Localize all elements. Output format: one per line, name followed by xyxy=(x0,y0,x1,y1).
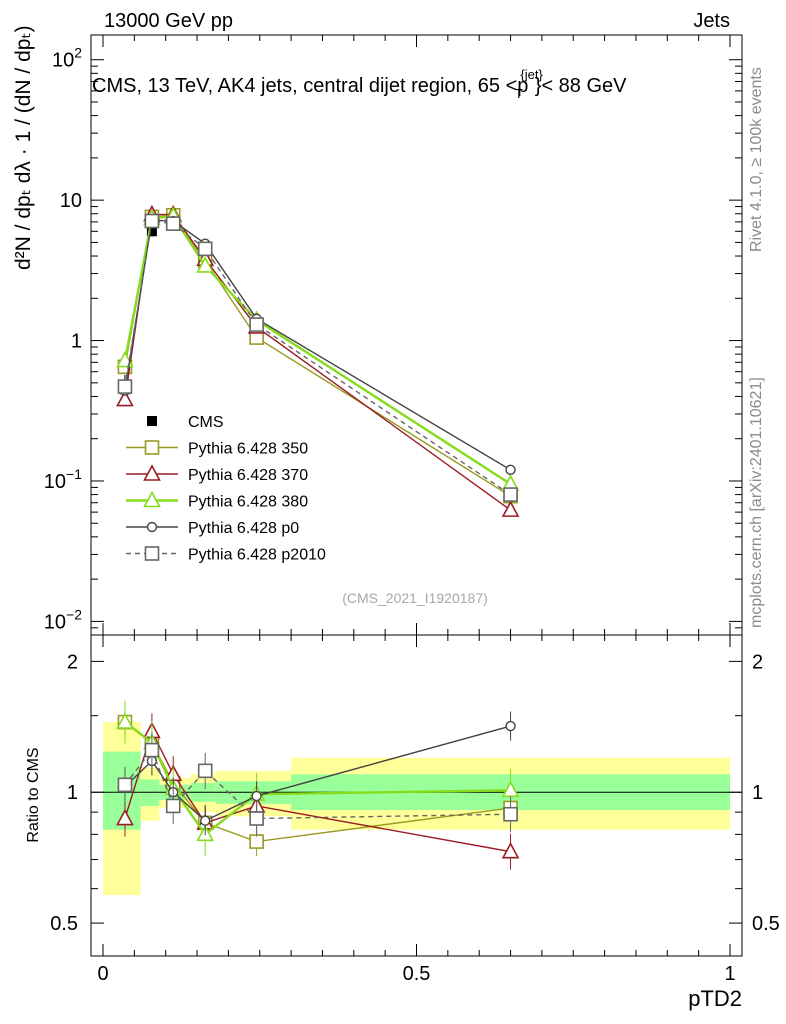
mcplots-source-label: mcplots.cern.ch [arXiv:2401.10621] xyxy=(748,377,765,628)
series-point-ratio xyxy=(505,720,516,732)
series-point-main xyxy=(116,389,134,407)
series-point-main xyxy=(117,379,133,394)
process-label: Jets xyxy=(693,10,730,32)
series-point-main xyxy=(144,213,160,229)
data-point-cms xyxy=(146,226,157,237)
series-point-ratio xyxy=(200,815,211,826)
series-point-ratio xyxy=(144,742,160,758)
series-point-ratio xyxy=(503,806,518,822)
y-tick-label-main: 10 xyxy=(60,190,82,212)
tick-labels: 0 0.5 1 102 10 1 10−1 10−2 0.5 0.5 1 1 2 2 xyxy=(44,45,780,985)
main-frame xyxy=(90,34,743,636)
series-point-ratio xyxy=(116,808,134,826)
y-tick-label-ratio: 0.5 xyxy=(50,913,78,935)
legend-marker xyxy=(144,546,160,561)
y-tick-label-main: 102 xyxy=(52,45,82,72)
series-line-ratio xyxy=(124,725,511,822)
tick-marks xyxy=(91,35,742,956)
legend-label: Pythia 6.428 p2010 xyxy=(188,547,326,564)
series-point-main xyxy=(249,317,264,332)
series-layer xyxy=(116,204,520,870)
series-point-main xyxy=(196,256,215,273)
legend-label: Pythia 6.428 380 xyxy=(188,494,308,511)
series-line-main xyxy=(124,213,511,511)
y-tick-label-ratio-right: 0.5 xyxy=(752,913,780,935)
series-point-main xyxy=(505,464,516,476)
series-point-main xyxy=(165,216,181,231)
legend-marker xyxy=(143,490,161,508)
series-line-main xyxy=(124,219,511,471)
main-y-axis-label: d²N / dpₜ dλ · 1 / (dN / dpₜ) xyxy=(12,25,35,270)
series-point-ratio xyxy=(249,811,264,826)
y-tick-label-ratio: 2 xyxy=(67,651,78,673)
y-tick-label-main: 1 xyxy=(71,331,82,353)
series-point-main xyxy=(501,500,520,517)
y-tick-label-main: 10−2 xyxy=(44,606,82,633)
energy-label: 13000 GeV pp xyxy=(104,10,233,32)
legend-label: Pythia 6.428 350 xyxy=(188,441,308,458)
series-point-ratio xyxy=(117,777,133,793)
series-line-main xyxy=(124,220,511,496)
legend: CMS Pythia 6.428 350 Pythia 6.428 370 Pythi… xyxy=(126,414,326,564)
legend-marker xyxy=(146,521,158,533)
uncertainty-bands xyxy=(103,722,730,896)
series-point-ratio xyxy=(165,798,181,814)
series-point-ratio xyxy=(249,834,264,849)
x-axis-label: pTD2 xyxy=(688,986,742,1011)
series-point-ratio xyxy=(501,841,520,859)
series-point-ratio xyxy=(251,790,262,802)
series-point-main xyxy=(503,487,518,502)
series-line-ratio xyxy=(124,721,511,837)
analysis-watermark: (CMS_2021_I1920187) xyxy=(342,590,488,606)
y-tick-label-ratio: 1 xyxy=(67,782,78,804)
rivet-version-label: Rivet 4.1.0, ≥ 100k events xyxy=(748,67,765,252)
y-tick-label-ratio-right: 1 xyxy=(752,782,763,804)
ratio-axis-label: Ratio to CMS xyxy=(25,747,42,842)
legend-label: Pythia 6.428 p0 xyxy=(188,520,299,537)
x-tick-label: 0 xyxy=(97,963,108,985)
y-tick-label-main: 10−1 xyxy=(44,466,82,493)
legend-label: Pythia 6.428 370 xyxy=(188,467,308,484)
series-point-main xyxy=(197,241,213,257)
series-point-ratio xyxy=(116,712,134,729)
legend-marker xyxy=(144,440,160,455)
legend-marker xyxy=(143,464,161,481)
series-point-ratio xyxy=(197,763,213,779)
legend-marker-cms xyxy=(147,416,157,426)
y-tick-label-ratio-right: 2 xyxy=(752,651,763,673)
chart-title: CMS, 13 TeV, AK4 jets, central dijet reg… xyxy=(92,67,627,101)
x-tick-label: 1 xyxy=(724,963,735,985)
legend-label-cms: CMS xyxy=(188,414,224,431)
series-line-main xyxy=(123,214,512,486)
x-tick-label: 0.5 xyxy=(403,963,431,985)
y-axis-label-text: d²N / dpₜ dλ · 1 / (dN / dpₜ) xyxy=(12,25,35,270)
